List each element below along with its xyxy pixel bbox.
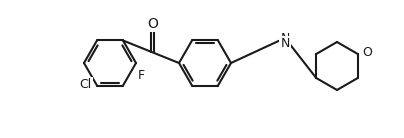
Text: Cl: Cl [80, 78, 92, 91]
Text: O: O [147, 17, 158, 31]
Text: F: F [138, 69, 145, 82]
Text: O: O [362, 47, 372, 59]
Text: N: N [280, 37, 290, 50]
Text: N: N [280, 31, 290, 44]
